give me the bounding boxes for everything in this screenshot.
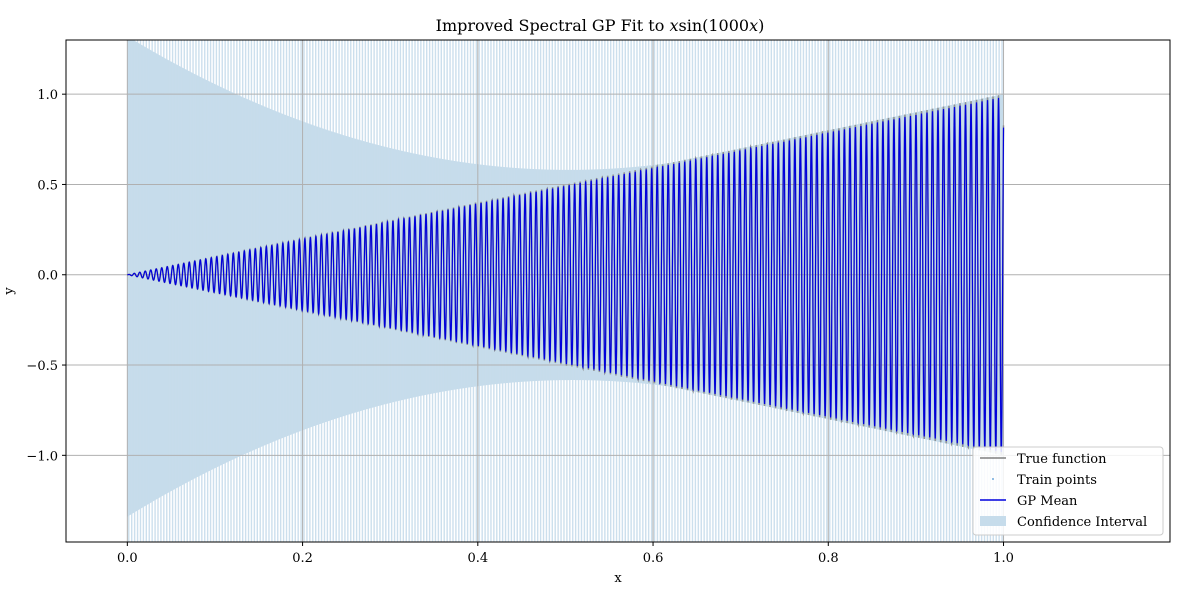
chart-title: Improved Spectral GP Fit to xsin(1000x) (436, 16, 765, 35)
y-tick-label: 1.0 (37, 88, 58, 103)
x-tick-label: 0.0 (117, 551, 138, 566)
gp-mean-line (127, 97, 1005, 453)
legend-gp-mean-label: GP Mean (1017, 494, 1078, 509)
x-axis-ticks: 0.0 0.2 0.4 0.6 0.8 1.0 (117, 542, 1014, 566)
plot-area (66, 40, 1170, 542)
legend-confidence-interval-label: Confidence Interval (1017, 515, 1147, 530)
legend-box (972, 446, 1164, 536)
y-tick-label: 0.0 (37, 269, 58, 284)
legend-train-points-label: Train points (1017, 473, 1097, 488)
x-tick-label: 0.4 (467, 551, 488, 566)
legend: True function Train points GP Mean Confi… (972, 446, 1164, 536)
x-tick-label: 1.0 (993, 551, 1014, 566)
y-tick-label: −1.0 (26, 449, 58, 464)
legend-train-points-swatch (992, 478, 994, 480)
x-tick-label: 0.2 (292, 551, 313, 566)
x-axis-label: x (614, 571, 622, 586)
x-tick-label: 0.6 (643, 551, 664, 566)
legend-confidence-interval-swatch (980, 516, 1006, 526)
y-tick-label: −0.5 (26, 359, 58, 374)
legend-true-function-label: True function (1017, 452, 1107, 467)
x-tick-label: 0.8 (818, 551, 839, 566)
y-axis-label: y (2, 287, 17, 296)
y-tick-label: 0.5 (37, 178, 58, 193)
y-axis-ticks: −1.0 −0.5 0.0 0.5 1.0 (26, 88, 66, 464)
plot-frame (65, 39, 1171, 543)
